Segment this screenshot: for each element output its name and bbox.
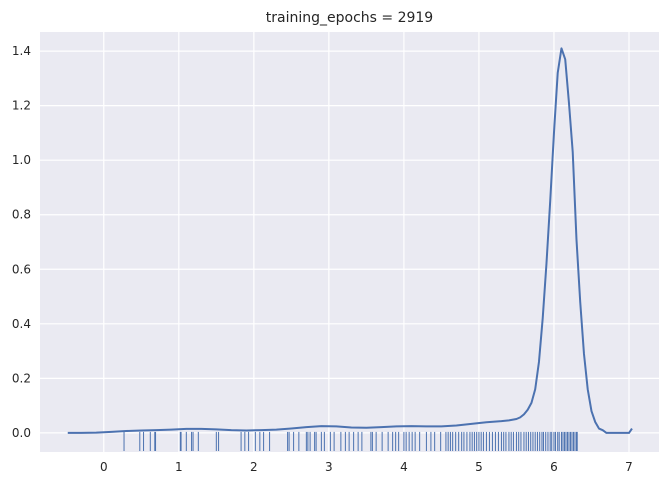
y-tick-label: 1.4 [12, 44, 31, 58]
x-tick-label: 5 [475, 460, 483, 474]
x-tick-label: 2 [250, 460, 258, 474]
y-tick-label: 0.8 [12, 208, 31, 222]
y-tick-label: 1.0 [12, 153, 31, 167]
y-tick-label: 0.6 [12, 262, 31, 276]
chart-title: training_epochs = 2919 [266, 10, 433, 26]
x-tick-label: 4 [400, 460, 408, 474]
y-tick-label: 0.4 [12, 317, 31, 331]
grid [40, 32, 659, 452]
y-tick-labels: 0.0 0.2 0.4 0.6 0.8 1.0 1.2 1.4 [12, 44, 31, 440]
y-tick-label: 0.0 [12, 426, 31, 440]
kde-line [67, 47, 633, 434]
x-tick-labels: 0 1 2 3 4 5 6 7 [100, 460, 633, 474]
rug-marks [123, 431, 578, 451]
plot-area [40, 32, 659, 452]
x-tick-label: 3 [325, 460, 333, 474]
x-tick-label: 7 [625, 460, 633, 474]
y-tick-label: 1.2 [12, 99, 31, 113]
x-tick-label: 1 [175, 460, 183, 474]
y-tick-label: 0.2 [12, 371, 31, 385]
x-tick-label: 6 [550, 460, 558, 474]
x-tick-label: 0 [100, 460, 108, 474]
